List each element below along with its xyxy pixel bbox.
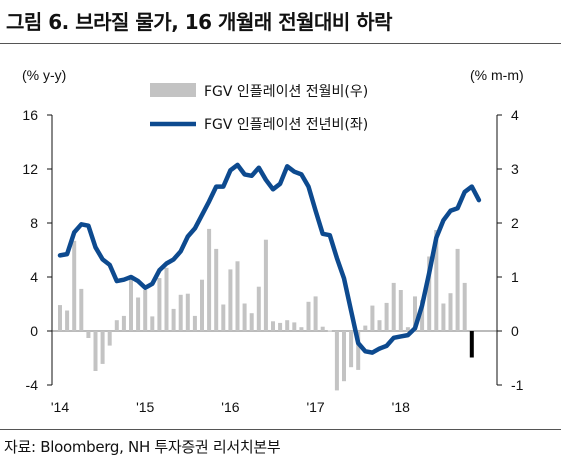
bar <box>129 278 133 331</box>
bar <box>469 331 474 358</box>
bar <box>278 322 283 331</box>
right-tick-label: 1 <box>511 269 519 285</box>
legend-bar-swatch <box>150 83 196 97</box>
bar <box>320 326 325 331</box>
left-tick-label: 12 <box>22 161 38 177</box>
bar <box>391 282 396 331</box>
right-tick-label: 2 <box>511 215 519 231</box>
bar <box>349 331 354 368</box>
left-tick-label: 16 <box>22 107 38 123</box>
bar <box>249 313 254 331</box>
right-tick-label: 0 <box>511 323 519 339</box>
bar <box>334 331 339 391</box>
bar <box>200 279 204 331</box>
x-tick-label: '17 <box>306 399 324 415</box>
left-axis-unit: (% y-y) <box>22 67 66 83</box>
bar <box>86 331 91 338</box>
bar <box>242 303 247 331</box>
bar <box>171 308 176 331</box>
right-tick-label: -1 <box>511 377 524 393</box>
bar <box>363 325 368 331</box>
bar <box>221 304 226 331</box>
bar <box>228 269 233 331</box>
left-tick-label: 4 <box>30 269 38 285</box>
bar <box>420 300 425 331</box>
bar <box>441 303 446 331</box>
x-tick-label: '16 <box>221 399 239 415</box>
legend: FGV 인플레이션 전월비(우) FGV 인플레이션 전년비(좌) <box>150 83 368 133</box>
bar <box>93 331 98 371</box>
bar <box>405 327 410 331</box>
legend-line-label: FGV 인플레이션 전년비(좌) <box>204 117 368 133</box>
bar <box>462 282 467 331</box>
right-tick-label: 3 <box>511 161 519 177</box>
bar <box>107 331 112 346</box>
bar <box>413 296 417 331</box>
bar <box>58 305 62 331</box>
bar <box>65 310 70 331</box>
bar <box>192 315 197 331</box>
bar <box>377 320 382 331</box>
bar <box>292 322 297 331</box>
right-tick-label: 4 <box>511 107 519 123</box>
left-tick-label: -4 <box>26 377 39 393</box>
x-tick-label: '18 <box>392 399 410 415</box>
bar <box>342 331 346 382</box>
bar <box>178 294 183 331</box>
bar <box>370 305 375 331</box>
bar <box>263 239 268 331</box>
bar <box>72 240 77 331</box>
bar <box>455 248 460 331</box>
bar <box>164 267 169 331</box>
bar <box>143 290 148 331</box>
legend-bar-label: FGV 인플레이션 전월비(우) <box>204 84 368 100</box>
bar <box>136 297 141 331</box>
bar <box>114 320 119 331</box>
bar <box>185 293 190 331</box>
source-note: 자료: Bloomberg, NH 투자증권 리서치본부 <box>4 438 281 456</box>
bar <box>313 296 318 331</box>
footer-divider <box>0 429 561 430</box>
right-axis-unit: (% m-m) <box>470 67 524 83</box>
bar <box>384 302 389 331</box>
left-tick-label: 0 <box>30 323 38 339</box>
bar <box>235 261 240 331</box>
bar <box>79 288 84 331</box>
bar <box>256 286 261 331</box>
bar <box>434 230 439 331</box>
bar <box>121 315 126 331</box>
bar-series <box>58 228 474 391</box>
chart-title: 그림 6. 브라질 물가, 16 개월래 전월대비 하락 <box>6 10 393 34</box>
bar <box>306 301 311 331</box>
x-tick-label: '14 <box>51 399 69 415</box>
left-tick-label: 8 <box>30 215 38 231</box>
bar <box>150 316 155 331</box>
x-tick-label: '15 <box>136 399 154 415</box>
bar <box>157 278 162 331</box>
bar <box>207 228 212 331</box>
line-series <box>57 162 482 355</box>
bar <box>214 248 219 331</box>
bar <box>327 330 332 332</box>
bar <box>398 290 403 331</box>
title-divider <box>0 43 561 44</box>
bar <box>299 327 304 331</box>
bar <box>271 321 275 331</box>
bar <box>427 256 432 331</box>
bar <box>356 331 361 370</box>
bar <box>285 320 290 331</box>
bar <box>100 331 105 364</box>
bar <box>448 293 453 331</box>
